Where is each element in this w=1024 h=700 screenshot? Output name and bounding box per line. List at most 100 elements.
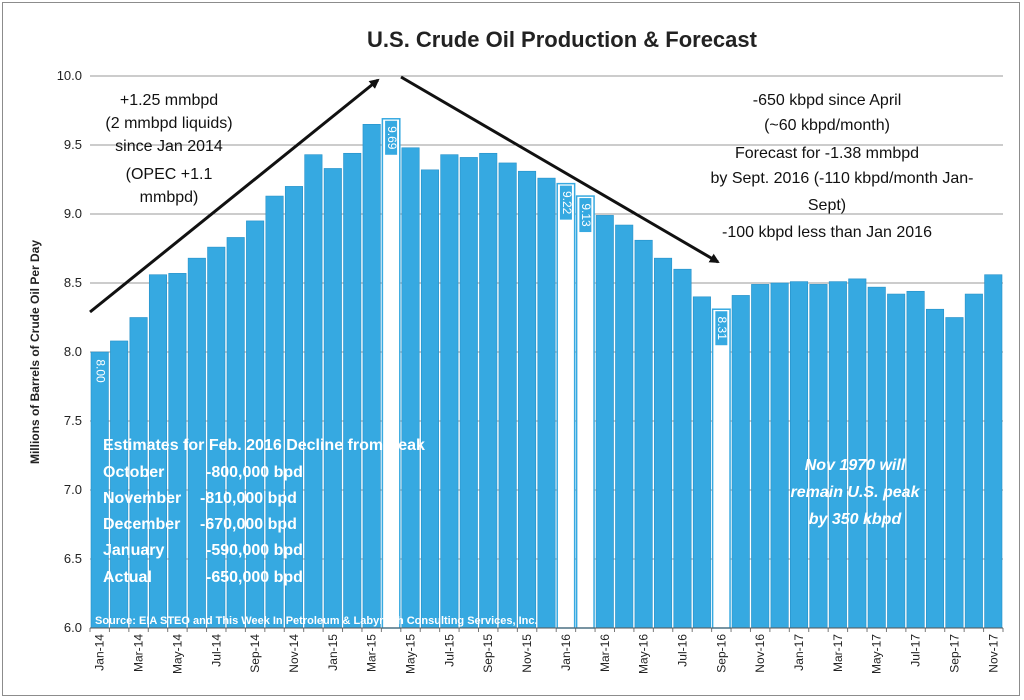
bar-nov-15	[518, 170, 537, 629]
bar-sep-17	[945, 317, 964, 629]
bar-nov-14	[284, 186, 303, 629]
bar-oct-16	[731, 295, 750, 629]
bar-aug-15	[459, 157, 478, 629]
estimate-label: January	[103, 542, 164, 559]
y-tick-label: 8.5	[64, 275, 82, 290]
x-tick-label: Nov-14	[287, 634, 301, 673]
left-note-line: +1.25 mmbpd	[120, 92, 218, 109]
bar-feb-16	[575, 195, 595, 629]
bar-jan-17	[790, 281, 809, 629]
bar-jul-17	[906, 290, 925, 629]
left-note-line: since Jan 2014	[115, 138, 223, 155]
bar-dec-14	[304, 154, 323, 629]
estimate-value: -800,000 bpd	[206, 464, 303, 481]
right-note-line: by Sept. 2016 (-110 kbpd/month Jan-	[711, 170, 974, 187]
bar-dec-16	[770, 282, 789, 629]
right-note-line: -650 kbpd since April	[753, 92, 902, 109]
right-note-line: -100 kbpd less than Jan 2016	[722, 224, 932, 241]
bar-feb-15	[343, 152, 362, 629]
x-tick-label: Jul-17	[909, 634, 923, 667]
bar-jul-16	[673, 268, 692, 629]
x-tick-label: May-15	[404, 634, 418, 674]
x-tick-label: Jan-17	[792, 634, 806, 671]
bar-oct-17	[964, 293, 983, 629]
source-note: Source: EIA STEO and This Week In Petrol…	[95, 615, 538, 627]
data-label-bg	[559, 185, 572, 220]
peak-note-line: Nov 1970 will	[805, 457, 906, 474]
data-label: 8.31	[715, 317, 729, 341]
x-tick-label: Mar-14	[132, 634, 146, 672]
rise-arrow	[89, 78, 380, 314]
y-tick-label: 7.0	[64, 482, 82, 497]
x-tick-label: Nov-17	[986, 634, 1000, 673]
x-tick-label: Sep-14	[248, 634, 262, 673]
y-tick-label: 6.0	[64, 620, 82, 635]
bar-oct-15	[498, 162, 517, 629]
x-tick-label: Sep-17	[947, 634, 961, 673]
estimate-label: December	[103, 516, 180, 533]
x-tick-label: Sep-15	[481, 634, 495, 673]
y-tick-label: 9.0	[64, 206, 82, 221]
x-tick-label: Jul-14	[209, 634, 223, 667]
bar-may-16	[634, 239, 653, 629]
bar-mar-17	[828, 281, 847, 629]
x-tick-label: Jan-14	[93, 634, 107, 671]
peak-note: Nov 1970 will remain U.S. peak by 350 kb…	[791, 457, 921, 528]
y-tick-label: 6.5	[64, 551, 82, 566]
x-tick-label: May-17	[870, 634, 884, 674]
x-tick-label: Mar-17	[831, 634, 845, 672]
bar-sep-16	[711, 308, 731, 629]
x-tick-label: May-14	[170, 634, 184, 674]
data-label-bg	[715, 311, 728, 346]
estimate-label: November	[103, 490, 181, 507]
estimate-label: Actual	[103, 569, 152, 586]
bar-aug-16	[692, 296, 711, 629]
left-note-line: (OPEC +1.1	[126, 166, 213, 183]
bar-jun-15	[420, 169, 439, 629]
bar-apr-15	[381, 118, 401, 629]
data-label: 9.22	[560, 191, 574, 215]
x-tick-label: Jan-15	[326, 634, 340, 671]
bar-sep-14	[246, 220, 265, 629]
bar-may-15	[401, 147, 420, 629]
left-note-line: mmbpd)	[140, 189, 199, 206]
peak-note-line: by 350 kbpd	[809, 511, 903, 528]
x-tick-label: Jul-16	[675, 634, 689, 667]
y-tick-label: 8.0	[64, 344, 82, 359]
bar-aug-17	[925, 308, 945, 629]
data-label: 8.00	[94, 359, 108, 383]
bar-jun-16	[654, 257, 673, 629]
bar-dec-15	[537, 177, 556, 629]
bar-jul-15	[440, 154, 459, 629]
bar-mar-16	[595, 215, 614, 629]
left-note: +1.25 mmbpd (2 mmbpd liquids) since Jan …	[105, 92, 232, 206]
bar-mar-15	[362, 124, 381, 629]
x-tick-label: Nov-16	[753, 634, 767, 673]
x-tick-label: Nov-15	[520, 634, 534, 673]
y-tick-label: 9.5	[64, 137, 82, 152]
peak-note-line: remain U.S. peak	[791, 484, 921, 501]
estimate-value: -590,000 bpd	[206, 542, 303, 559]
x-axis-ticks: Jan-14 Mar-14 May-14 Jul-14 Sep-14 Nov-14 Jan-…	[89, 628, 1004, 674]
bar-sep-15	[479, 152, 498, 629]
y-axis-label: Millions of Barrels of Crude Oil Per Day	[28, 240, 42, 464]
estimate-value: -670,000 bpd	[200, 516, 297, 533]
y-tick-label: 10.0	[57, 68, 82, 83]
bars	[90, 118, 1003, 629]
y-axis-ticks: 6.0 6.5 7.0 7.5 8.0 8.5 9.0 9.5 10.0	[57, 68, 82, 635]
x-tick-label: Mar-15	[365, 634, 379, 672]
bar-jan-16	[556, 182, 576, 629]
bar-apr-16	[615, 224, 634, 629]
data-label-bg	[579, 198, 592, 233]
estimate-value: -650,000 bpd	[206, 569, 303, 586]
estimate-value: -810,000 bpd	[200, 490, 297, 507]
left-note-line: (2 mmbpd liquids)	[105, 115, 232, 132]
x-tick-label: May-16	[637, 634, 651, 674]
x-tick-label: Jul-15	[442, 634, 456, 667]
bar-apr-17	[848, 278, 867, 629]
bar-nov-16	[751, 284, 770, 629]
estimates-box: Estimates for Feb. 2016 Decline from Pea…	[103, 437, 425, 586]
chart-title: U.S. Crude Oil Production & Forecast	[367, 27, 758, 52]
